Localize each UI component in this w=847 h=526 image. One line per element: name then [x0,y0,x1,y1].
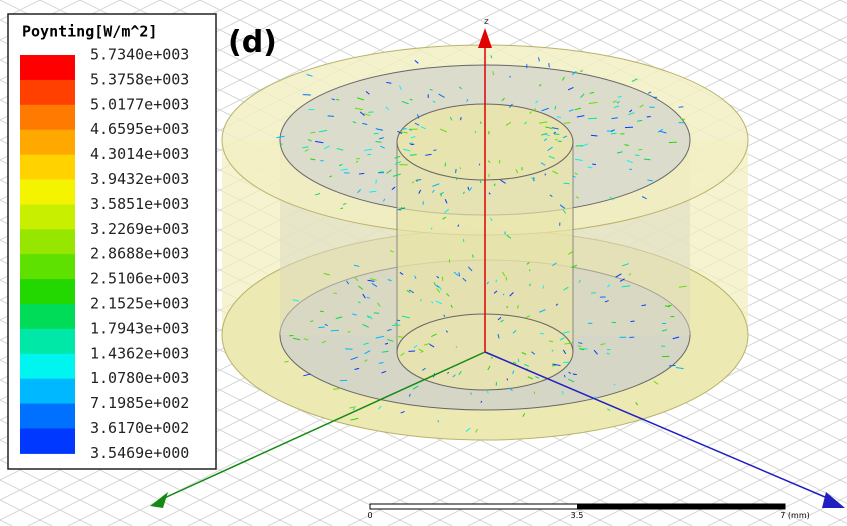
legend-label: 1.4362e+003 [90,344,189,362]
scale-label: 0 [367,511,372,520]
legend-label: 2.5106e+003 [90,270,189,288]
field-vector [376,180,377,184]
legend-swatch [20,404,75,429]
scale-label: 7 (mm) [780,511,809,520]
legend-label: 3.5851e+003 [90,195,189,213]
legend-swatch [20,105,75,130]
field-vector [359,173,364,174]
legend-label: 5.7340e+003 [90,46,189,64]
legend-label: 3.6170e+002 [90,419,189,437]
panel-label: (d) [228,25,277,60]
field-vector [398,337,402,338]
field-vector [320,311,324,312]
legend-label: 3.9432e+003 [90,170,189,188]
legend-label: 1.7943e+003 [90,319,189,337]
legend-label: 3.5469e+000 [90,444,189,462]
scale-label: 3.5 [571,511,584,520]
field-vector [318,327,324,328]
viewport: z (d) Poynting[W/m^2] 5.7340e+003 5.3758e… [0,0,847,526]
field-vector [284,361,288,362]
field-vector [668,305,672,306]
field-vector [573,374,577,375]
field-vector [591,135,598,136]
field-vector [625,127,633,128]
legend-swatch [20,204,75,229]
legend-label: 3.2269e+003 [90,220,189,238]
legend-label: 4.6595e+003 [90,120,189,138]
field-vector [442,277,443,281]
field-vector [471,393,472,395]
z-label: z [484,17,489,27]
field-vector [647,116,651,117]
legend-swatch [20,379,75,404]
field-plot-view: z (d) Poynting[W/m^2] 5.7340e+003 5.3758e… [0,0,847,526]
legend-swatch [20,329,75,354]
field-vector [522,167,523,170]
field-vector [592,164,596,165]
legend-title: Poynting[W/m^2] [22,23,157,41]
field-vector [459,272,460,276]
field-vector [417,181,418,182]
field-vector [433,150,436,151]
field-vector [506,277,507,281]
field-vector [438,420,439,422]
legend-swatch [20,429,75,454]
field-vector [461,117,462,120]
field-vector [518,359,519,362]
legend-swatch [20,304,75,329]
legend-swatch [20,55,75,80]
field-vector [510,76,511,78]
legend-scale: 5.7340e+003 5.3758e+003 5.0177e+003 4.6595e… [20,46,189,462]
legend-swatch [20,279,75,304]
legend-swatch [20,180,75,205]
field-vector [481,122,482,124]
field-vector [348,332,351,333]
field-vector [479,164,480,166]
field-vector [555,106,556,109]
field-vector [503,294,504,296]
legend-swatch [20,229,75,254]
legend-label: 1.0780e+003 [90,369,189,387]
legend-label: 2.1525e+003 [90,295,189,313]
field-vector [385,343,388,344]
legend-swatch [20,130,75,155]
scale-bar-fill [577,504,785,509]
field-vector [410,155,417,156]
field-vector [456,169,457,173]
field-vector [564,183,570,184]
legend-swatch [20,80,75,105]
field-vector [644,159,650,160]
legend-swatch [20,354,75,379]
legend-label: 2.8688e+003 [90,245,189,263]
legend-label: 5.0177e+003 [90,95,189,113]
legend-swatch [20,155,75,180]
field-vector [473,255,474,258]
legend-label: 4.3014e+003 [90,145,189,163]
legend-label: 7.1985e+002 [90,394,189,412]
legend-label: 5.3758e+003 [90,70,189,88]
field-vector [456,178,457,180]
field-vector [631,321,635,322]
legend-swatch [20,254,75,279]
field-vector [334,293,337,294]
